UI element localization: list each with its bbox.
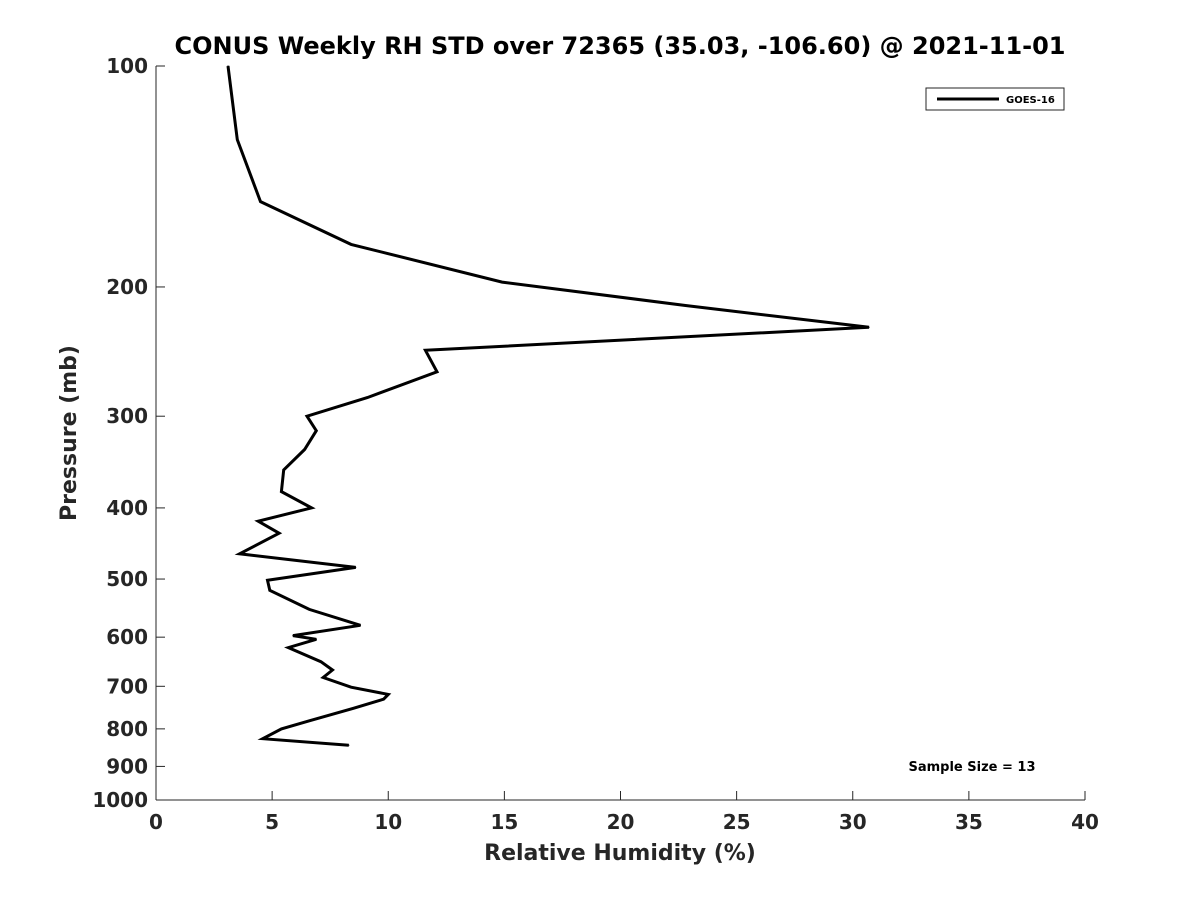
data-point (311, 507, 313, 509)
data-point (262, 738, 264, 740)
data-point (436, 371, 438, 373)
data-point (501, 281, 503, 283)
data-point (287, 647, 289, 649)
data-point (355, 566, 357, 569)
x-tick-label: 10 (374, 810, 402, 834)
x-tick-label: 20 (607, 810, 635, 834)
y-axis-ticks: 100 200 300 400 500 600 700 800 900 1000 (92, 54, 165, 812)
y-tick-label: 100 (106, 54, 148, 78)
data-point (239, 553, 241, 555)
y-tick-label: 500 (106, 567, 148, 591)
legend-label-goes-16: GOES-16 (1006, 95, 1055, 106)
data-point (348, 744, 350, 746)
data-point (684, 304, 687, 307)
series-line-goes-16 (226, 65, 870, 747)
data-point (320, 661, 322, 663)
x-tick-label: 30 (839, 810, 867, 834)
data-point (383, 698, 385, 700)
data-point (868, 326, 870, 328)
x-tick-label: 0 (149, 810, 163, 834)
y-axis-label: Pressure (mb) (57, 345, 82, 521)
data-point (280, 728, 282, 730)
x-axis-label: Relative Humidity (%) (484, 841, 756, 866)
y-tick-label: 300 (106, 404, 148, 428)
data-point (352, 707, 354, 709)
data-point (308, 720, 310, 722)
x-tick-label: 40 (1071, 810, 1099, 834)
x-tick-label: 35 (955, 810, 983, 834)
data-point (266, 579, 269, 581)
data-point (331, 669, 334, 671)
data-point (359, 624, 361, 626)
data-point (424, 349, 426, 351)
data-point (366, 397, 368, 399)
data-point (257, 520, 259, 522)
y-tick-label: 900 (106, 754, 148, 778)
data-point (304, 448, 306, 451)
x-tick-label: 5 (265, 810, 279, 834)
data-point (236, 139, 238, 141)
y-tick-label: 700 (106, 674, 148, 698)
y-tick-label: 400 (106, 496, 148, 520)
data-point (308, 608, 310, 611)
sample-size-annotation: Sample Size = 13 (908, 760, 1035, 775)
x-axis-ticks: 0 5 10 15 20 25 30 35 40 (149, 791, 1099, 834)
y-tick-label: 200 (106, 275, 148, 299)
data-point (315, 638, 317, 640)
chart-title: CONUS Weekly RH STD over 72365 (35.03, -… (174, 32, 1065, 60)
data-point (322, 676, 324, 679)
y-tick-label: 800 (106, 717, 148, 741)
data-point (283, 469, 285, 471)
legend: GOES-16 (925, 87, 1065, 111)
x-tick-label: 25 (723, 810, 751, 834)
data-point (387, 693, 389, 696)
data-point (278, 532, 280, 534)
data-point (227, 65, 229, 67)
data-point (259, 201, 262, 203)
data-point (350, 243, 352, 245)
series-layer (226, 65, 870, 747)
data-point (306, 415, 308, 417)
data-point (292, 635, 294, 637)
data-point (350, 686, 352, 688)
data-point (315, 430, 317, 432)
data-point (280, 491, 282, 493)
x-tick-label: 15 (490, 810, 518, 834)
y-tick-label: 1000 (92, 788, 148, 812)
y-tick-label: 600 (106, 625, 148, 649)
data-point (269, 589, 271, 591)
